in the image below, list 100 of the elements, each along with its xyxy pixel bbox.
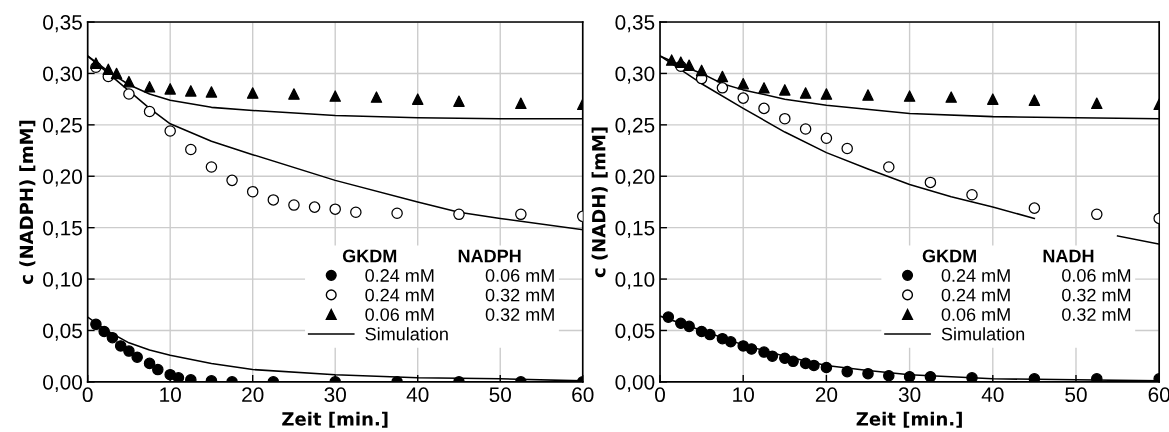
point [808, 359, 820, 372]
x-tick-label: 10 [733, 387, 754, 403]
point [288, 88, 300, 100]
point [966, 188, 978, 201]
point [841, 142, 853, 155]
point [883, 161, 895, 173]
y-tick-label: 0,25 [43, 117, 82, 136]
point [114, 340, 127, 352]
x-tick-label: 60 [1148, 387, 1169, 403]
point [766, 350, 779, 362]
point [799, 123, 812, 135]
y-tick-label: 0,10 [43, 272, 82, 290]
point [246, 185, 259, 198]
point [820, 132, 833, 144]
point [716, 82, 729, 94]
point [1028, 94, 1041, 106]
legend-label: Simulation [941, 327, 1025, 341]
point [350, 206, 362, 219]
y-axis-title: c (NADH) [mM] [591, 127, 608, 278]
point [246, 87, 259, 99]
point [411, 93, 424, 105]
y-tick-label: 0,10 [615, 272, 655, 290]
x-tick-label: 20 [815, 387, 838, 403]
point [329, 203, 341, 215]
point [164, 83, 176, 95]
point [683, 320, 695, 333]
point [98, 325, 110, 338]
point [1091, 97, 1103, 110]
point [1091, 208, 1103, 221]
point [903, 90, 916, 102]
x-tick-label: 0 [655, 387, 665, 403]
point [90, 318, 102, 331]
point [123, 75, 135, 88]
legend-label: 0.06 mM 0.32 mM [941, 308, 1131, 321]
y-tick-label: 0,35 [43, 15, 82, 33]
point [924, 370, 937, 382]
point [205, 86, 218, 98]
point [683, 59, 695, 71]
point [172, 371, 185, 382]
point [745, 343, 758, 355]
point [453, 95, 465, 107]
point [862, 367, 874, 380]
point [758, 82, 770, 94]
y-tick-label: 0,30 [615, 66, 655, 84]
x-axis-title: Zeit [min.] [856, 411, 962, 428]
point [662, 311, 675, 323]
point [787, 355, 799, 368]
point [185, 85, 197, 97]
point [143, 357, 156, 370]
legend-title: GKDM NADPH [342, 249, 521, 263]
point [164, 125, 176, 137]
point [110, 67, 123, 80]
point [779, 112, 791, 125]
point [102, 63, 115, 76]
point [123, 345, 135, 357]
x-tick-label: 40 [406, 387, 429, 403]
point [1091, 373, 1103, 382]
x-tick-label: 20 [242, 387, 264, 403]
point [143, 105, 156, 118]
point [779, 84, 791, 96]
legend-label: 0.06 mM 0.32 mM [365, 308, 554, 321]
x-tick-label: 50 [489, 387, 512, 403]
legend-label: 0.24 mM 0.06 mM [365, 269, 554, 282]
y-tick-label: 0,05 [43, 323, 82, 341]
point [288, 199, 300, 211]
y-axis-title: c (NADPH) [mM] [19, 120, 36, 284]
point [966, 371, 978, 382]
point [820, 361, 833, 374]
y-tick-label: 0,30 [43, 66, 82, 84]
point [152, 363, 164, 376]
legend-label: Simulation [365, 327, 448, 341]
y-tick-label: 0,15 [615, 220, 655, 238]
point [515, 208, 527, 221]
point [883, 369, 895, 382]
x-tick-label: 0 [82, 387, 93, 403]
point [704, 328, 716, 341]
y-tick-label: 0,35 [615, 15, 655, 33]
legend-label: 0.24 mM 0.06 mM [941, 269, 1131, 282]
point [799, 87, 812, 99]
point [737, 92, 749, 104]
point [924, 176, 937, 189]
point [862, 89, 874, 101]
point [675, 56, 687, 68]
x-tick-label: 10 [160, 387, 181, 403]
x-tick-label: 40 [981, 387, 1004, 403]
legend-label: 0.24 mM 0.32 mM [941, 288, 1131, 302]
y-tick-label: 0,15 [43, 220, 82, 238]
point [90, 57, 102, 69]
x-tick-label: 50 [1065, 387, 1087, 403]
point [131, 351, 143, 363]
point [716, 70, 729, 83]
point [106, 331, 119, 344]
x-axis-title: Zeit [min.] [282, 411, 388, 428]
point [205, 161, 218, 173]
point [987, 93, 999, 105]
y-tick-label: 0,05 [615, 323, 655, 341]
point [143, 81, 156, 93]
point [665, 54, 678, 66]
x-tick-label: 30 [898, 387, 921, 403]
point [267, 194, 280, 206]
